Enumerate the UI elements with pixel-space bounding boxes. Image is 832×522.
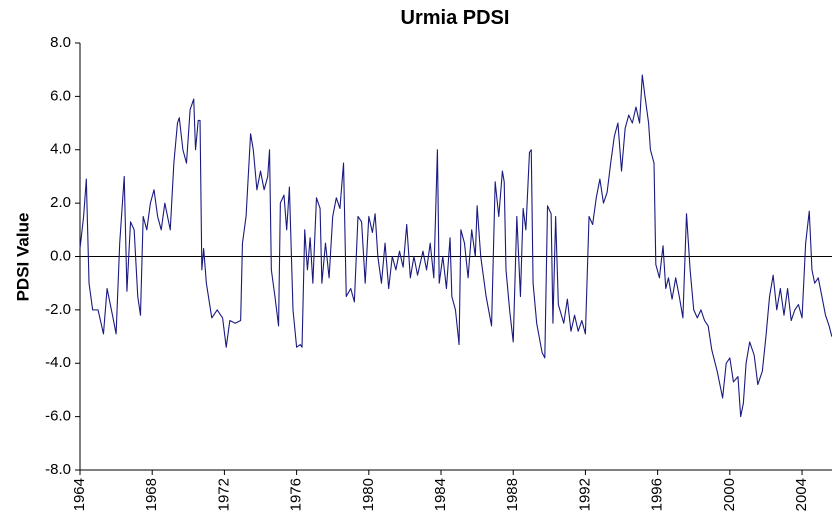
data-line [79,74,832,418]
y-tick-label: -4.0 [45,354,71,371]
x-tick-label: 1972 [215,478,232,511]
chart-title: Urmia PDSI [401,7,510,29]
x-tick-label: 1964 [71,478,88,511]
y-tick-label: 8.0 [50,34,71,51]
y-tick-label: 0.0 [50,247,71,264]
x-tick-label: 1996 [649,478,666,511]
y-tick-label: -8.0 [45,461,71,478]
x-tick-label: 1992 [576,478,593,511]
y-tick-label: 4.0 [50,141,71,158]
x-tick-label: 2000 [721,478,738,511]
y-tick-label: -6.0 [45,408,71,425]
x-tick-label: 2004 [793,478,810,511]
y-axis-label: PDSI Value [13,213,32,302]
x-tick-label: 1980 [360,478,377,511]
y-tick-label: -2.0 [45,301,71,318]
x-tick-label: 1988 [504,478,521,511]
y-tick-label: 2.0 [50,194,71,211]
x-tick-label: 1976 [288,478,305,511]
x-tick-label: 1968 [143,478,160,511]
y-tick-label: 6.0 [50,87,71,104]
x-tick-label: 1984 [432,478,449,511]
